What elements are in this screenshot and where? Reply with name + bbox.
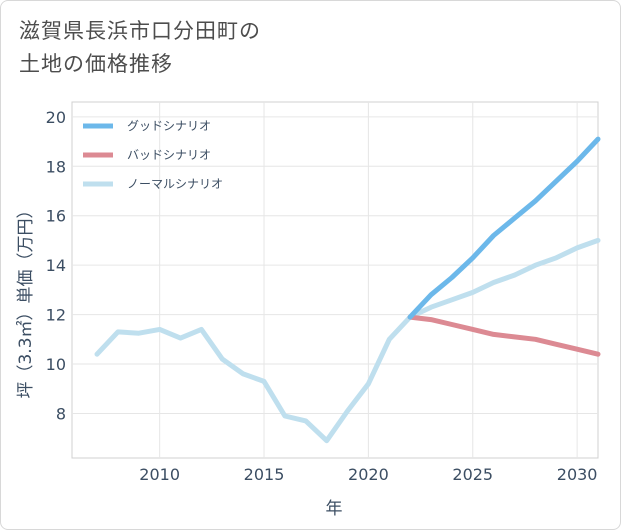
y-tick-label: 14: [46, 256, 66, 275]
chart-title-line1: 滋賀県長浜市口分田町の: [19, 19, 261, 43]
series-line-0: [407, 136, 601, 320]
y-tick-label: 10: [46, 355, 66, 374]
chart-title: 滋賀県長浜市口分田町の 土地の価格推移: [19, 15, 261, 81]
y-tick-label: 20: [46, 108, 66, 127]
chart-title-line2: 土地の価格推移: [19, 52, 173, 76]
y-axis-title: 坪（3.3㎡）単価（万円）: [16, 201, 36, 398]
x-tick-label: 2030: [557, 465, 598, 484]
x-axis-title: 年: [326, 499, 343, 519]
legend-label: グッドシナリオ: [127, 119, 211, 133]
x-tick-label: 2020: [348, 465, 389, 484]
y-tick-labels: 8 10 12 14 16 18 20: [46, 108, 66, 424]
x-tick-label: 2015: [244, 465, 285, 484]
legend-label: バッドシナリオ: [127, 148, 211, 162]
y-tick-label: 18: [46, 157, 66, 176]
x-tick-labels: 2010 2015 2020 2025 2030: [139, 465, 597, 484]
series-line-2: [94, 237, 601, 444]
y-tick-label: 8: [56, 405, 66, 424]
grid-lines: [72, 102, 598, 458]
series-lines: [94, 136, 601, 444]
legend-label: ノーマルシナリオ: [127, 177, 223, 191]
x-tick-label: 2025: [452, 465, 493, 484]
y-tick-label: 12: [46, 306, 66, 325]
y-tick-label: 16: [46, 207, 66, 226]
x-tick-label: 2010: [139, 465, 180, 484]
series-line-1: [407, 314, 601, 357]
